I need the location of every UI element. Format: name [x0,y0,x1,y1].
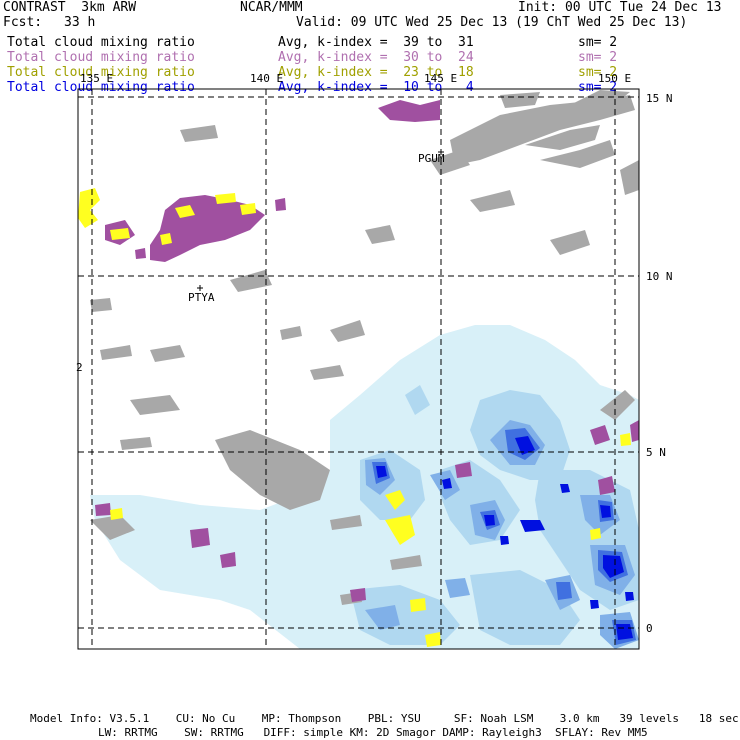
legend-sm-2: sm= 2 [578,50,618,65]
lat-label-5n: 5 N [646,446,666,459]
map-frame [77,88,640,650]
yellow-cloud-patches [78,188,631,647]
place-markers [197,149,444,291]
legend-field-1: Total cloud mixing ratio [7,35,195,50]
lon-label-140: 140 E [250,72,284,85]
lat-label-15n: 15 N [646,92,673,105]
lat-label-0: 0 [646,622,653,635]
fcst-value: 33 h [64,15,96,30]
legend-range-2: Avg, k-index = 30 to 24 [278,50,474,65]
legend-sm-3: sm= 2 [578,65,618,80]
valid-time: Valid: 09 UTC Wed 25 Dec 13 (19 ChT Wed … [296,15,688,30]
fcst-label: Fcst: [3,15,43,30]
lon-label-135: 135 E [80,72,114,85]
graticule [78,89,639,649]
lat-label-10n: 10 N [646,270,673,283]
legend-sm-4: sm= 2 [578,80,618,95]
center-label: NCAR/MMM [240,0,303,15]
init-time: Init: 00 UTC Tue 24 Dec 13 [518,0,722,15]
place-label-pgum: PGUM [418,152,445,165]
legend-field-2: Total cloud mixing ratio [7,50,195,65]
footer-model-info: Model Info: V3.5.1 CU: No Cu MP: Thompso… [30,712,739,725]
lon-label-150: 150 E [598,72,632,85]
model-title: CONTRAST 3km ARW [3,0,137,15]
legend-field-4: Total cloud mixing ratio [7,80,195,95]
legend-range-3: Avg, k-index = 23 to 18 [278,65,474,80]
lon-label-145: 145 E [424,72,458,85]
legend-range-4: Avg, k-index = 10 to 4 [278,80,474,95]
legend-sm-1: sm= 2 [578,35,618,50]
legend-range-1: Avg, k-index = 39 to 31 [278,35,474,50]
side-marker: 2 [76,361,83,374]
footer-physics-info: LW: RRTMG SW: RRTMG DIFF: simple KM: 2D … [98,726,648,739]
legend-field-3: Total cloud mixing ratio [7,65,195,80]
place-label-ptya: PTYA [188,291,215,304]
